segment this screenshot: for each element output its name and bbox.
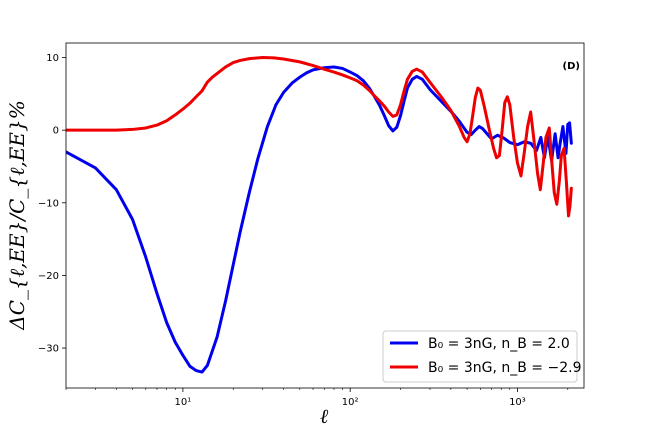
x-tick-label: 10³ [509, 397, 526, 408]
legend-label-series-2: B₀ = 3nG, n_B = −2.9 [428, 360, 581, 376]
panel-label: (D) [563, 61, 580, 72]
y-tick-label: 10 [46, 53, 59, 64]
legend-box [382, 330, 578, 383]
legend-label-series-1: B₀ = 3nG, n_B = 2.0 [428, 336, 570, 352]
legend: B₀ = 3nG, n_B = 2.0 B₀ = 3nG, n_B = −2.9 [382, 330, 581, 383]
x-tick-label: 10² [342, 397, 359, 408]
y-tick-label: −20 [38, 271, 59, 282]
plot-frame [65, 42, 585, 389]
y-tick-label: −10 [38, 198, 59, 209]
tick-layer: 10¹ 10² 10³ 10 0 −10 −20 −30 [38, 53, 569, 408]
x-axis-label: ℓ [320, 404, 329, 428]
x-tick-label: 10¹ [175, 397, 192, 408]
series-line-2 [66, 56, 573, 218]
y-tick-label: 0 [53, 126, 59, 137]
y-axis-label: ΔC_{ℓ,EE}/C_{ℓ,EE}% [5, 100, 29, 330]
y-tick-label: −30 [38, 344, 59, 355]
series-line-1 [66, 65, 573, 374]
series-layer [66, 56, 573, 374]
